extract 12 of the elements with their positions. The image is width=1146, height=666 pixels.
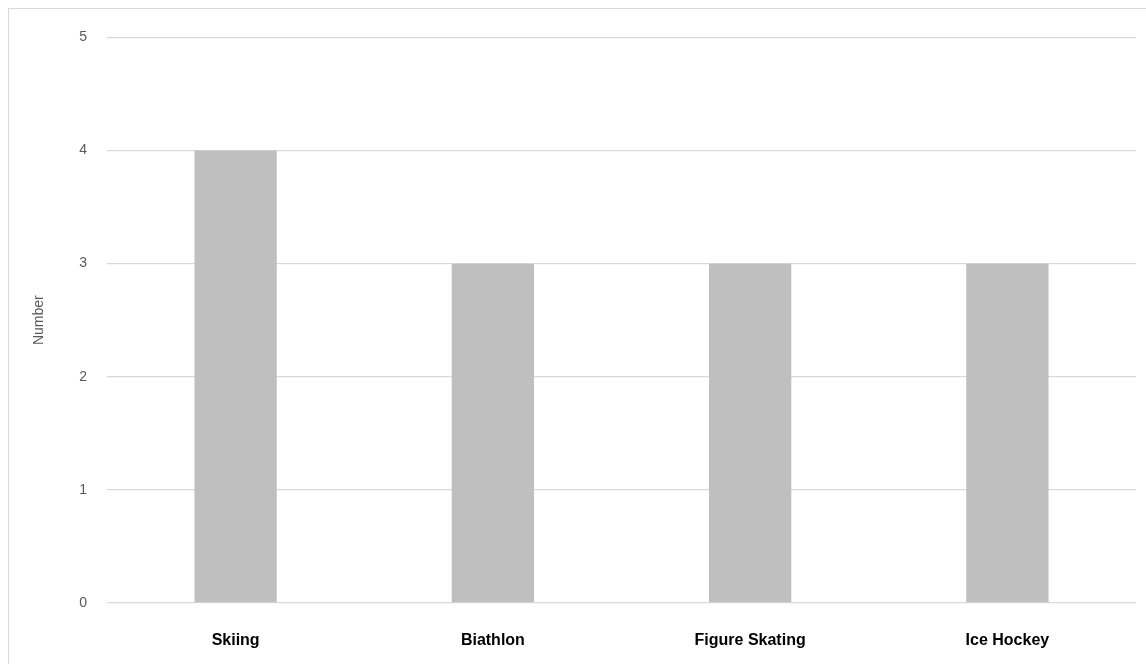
y-tick-label: 1 <box>79 480 88 497</box>
x-tick-label: Skiing <box>211 631 260 649</box>
y-tick-label: 4 <box>79 141 88 158</box>
y-tick-label: 0 <box>79 593 88 610</box>
chart-frame: Number Skiing Biathlon Figure Skating Ice Hockey 0 1 2 3 4 5 <box>8 8 1146 664</box>
y-tick-label: 2 <box>79 367 88 384</box>
y-tick-label: 3 <box>79 254 88 271</box>
x-tick-label: Ice Hockey <box>965 631 1050 649</box>
x-tick-label: Figure Skating <box>694 631 806 649</box>
y-tick-label: 5 <box>79 28 88 45</box>
y-axis-title: Number <box>30 294 47 346</box>
x-tick-label: Biathlon <box>460 631 525 649</box>
